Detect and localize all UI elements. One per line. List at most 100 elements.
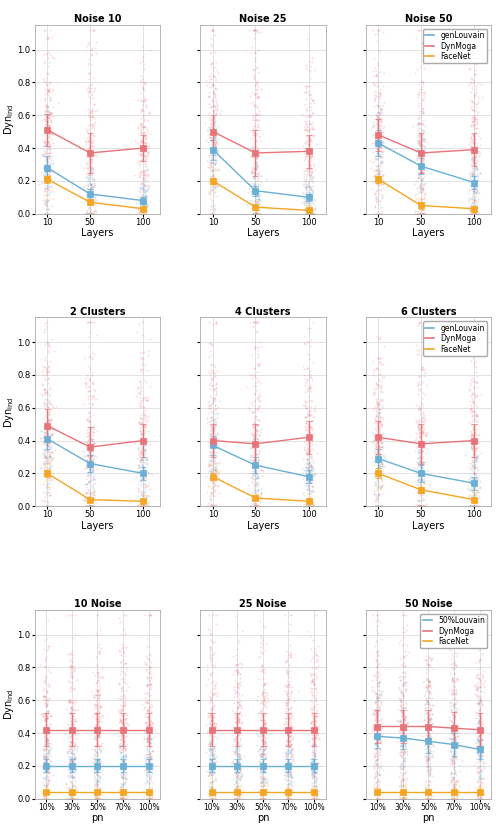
Point [43, 181, 51, 194]
Point [229, 739, 237, 752]
Point [206, 762, 214, 775]
Point [208, 466, 216, 479]
Point [373, 707, 381, 721]
Point [377, 435, 385, 448]
Point [427, 761, 435, 775]
Point [245, 23, 252, 37]
Point [41, 755, 49, 768]
Point [372, 711, 380, 725]
Point [450, 705, 458, 718]
Point [372, 137, 380, 151]
Point [67, 663, 75, 676]
Point [418, 94, 426, 107]
Point [469, 146, 477, 159]
Point [140, 62, 148, 76]
Point [88, 167, 96, 181]
Point [42, 196, 50, 209]
Point [85, 84, 93, 97]
Point [67, 668, 75, 681]
Point [305, 499, 312, 513]
Point [138, 102, 146, 116]
Point [208, 713, 216, 726]
Point [41, 708, 49, 721]
Point [90, 484, 98, 498]
Point [418, 137, 426, 151]
Point [86, 499, 94, 513]
Point [255, 428, 263, 442]
Point [375, 433, 383, 447]
Point [86, 361, 94, 374]
Point [423, 693, 431, 706]
Point [374, 113, 382, 126]
Point [207, 454, 215, 468]
Point [208, 482, 216, 495]
Point [87, 487, 95, 500]
Point [39, 148, 47, 161]
Point [120, 708, 127, 721]
Point [374, 405, 382, 418]
Point [419, 425, 427, 438]
Legend: 50%Louvain, DynMoga, FaceNet: 50%Louvain, DynMoga, FaceNet [421, 614, 487, 648]
Point [41, 757, 49, 770]
Point [307, 88, 314, 102]
Point [92, 745, 100, 759]
Point [308, 161, 315, 174]
Point [373, 792, 381, 805]
Point [477, 764, 485, 777]
Point [287, 792, 295, 805]
Point [84, 186, 92, 200]
Point [285, 744, 293, 757]
Point [417, 478, 425, 491]
Point [302, 61, 310, 74]
Point [374, 416, 382, 429]
Point [38, 792, 46, 805]
Point [49, 163, 57, 176]
Point [401, 751, 409, 765]
Point [249, 490, 257, 503]
Point [206, 645, 214, 658]
Point [472, 205, 480, 218]
Point [470, 195, 478, 208]
Point [48, 446, 56, 459]
Point [246, 89, 253, 102]
Point [418, 102, 426, 115]
Point [375, 425, 383, 438]
Point [119, 771, 127, 785]
Point [425, 753, 433, 766]
Point [251, 340, 259, 354]
Point [402, 648, 410, 661]
Point [371, 749, 379, 762]
Point [369, 369, 377, 382]
Point [303, 195, 310, 208]
Point [251, 498, 259, 511]
Point [375, 467, 383, 480]
Point [304, 430, 311, 443]
Point [261, 695, 269, 708]
Point [141, 485, 149, 498]
Point [45, 106, 53, 119]
Point [86, 486, 94, 499]
Point [41, 762, 49, 775]
Point [133, 201, 141, 214]
Point [449, 750, 457, 764]
Point [235, 792, 243, 805]
Point [306, 487, 313, 500]
Point [118, 770, 126, 784]
Point [207, 735, 215, 748]
Point [207, 433, 215, 446]
Point [42, 180, 50, 193]
Point [92, 706, 100, 720]
Point [208, 207, 216, 220]
Point [373, 117, 381, 131]
Point [235, 790, 243, 803]
Point [310, 672, 318, 686]
Point [257, 82, 265, 96]
Point [468, 111, 476, 125]
Point [212, 377, 220, 390]
Point [40, 757, 48, 770]
Point [471, 111, 479, 125]
Point [135, 205, 143, 218]
Point [304, 476, 312, 489]
Point [211, 681, 219, 695]
Point [310, 736, 317, 750]
